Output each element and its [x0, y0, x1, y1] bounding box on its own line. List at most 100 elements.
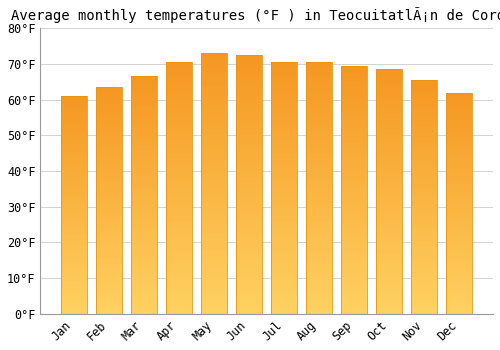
Bar [166, 128, 192, 130]
Bar [446, 247, 472, 250]
Bar [341, 120, 367, 123]
Bar [271, 140, 297, 143]
Bar [166, 62, 192, 65]
Bar [166, 95, 192, 97]
Bar [166, 193, 192, 196]
Bar [271, 251, 297, 253]
Bar [236, 161, 262, 164]
Bar [411, 150, 438, 153]
Bar [166, 138, 192, 140]
Bar [131, 214, 157, 217]
Bar [341, 177, 367, 180]
Bar [236, 172, 262, 174]
Bar [166, 155, 192, 158]
Bar [271, 294, 297, 296]
Bar [236, 102, 262, 104]
Bar [341, 242, 367, 244]
Bar [166, 82, 192, 85]
Bar [271, 291, 297, 294]
Bar [446, 210, 472, 212]
Bar [341, 279, 367, 282]
Bar [236, 58, 262, 60]
Bar [306, 276, 332, 279]
Bar [236, 301, 262, 303]
Bar [446, 254, 472, 256]
Bar [271, 95, 297, 97]
Bar [96, 103, 122, 105]
Bar [306, 233, 332, 236]
Bar [411, 256, 438, 258]
Bar [61, 103, 87, 105]
Bar [96, 232, 122, 234]
Bar [236, 236, 262, 239]
Bar [61, 209, 87, 211]
Bar [201, 155, 228, 158]
Bar [201, 108, 228, 111]
Bar [201, 220, 228, 223]
Bar [271, 92, 297, 95]
Bar [446, 296, 472, 299]
Bar [166, 259, 192, 261]
Bar [271, 135, 297, 138]
Bar [306, 301, 332, 304]
Bar [271, 246, 297, 248]
Bar [236, 84, 262, 86]
Bar [166, 266, 192, 268]
Bar [236, 179, 262, 182]
Bar [131, 266, 157, 269]
Bar [411, 284, 438, 286]
Bar [96, 87, 122, 314]
Bar [61, 163, 87, 166]
Bar [166, 246, 192, 248]
Bar [166, 145, 192, 148]
Bar [61, 222, 87, 225]
Bar [306, 160, 332, 163]
Bar [236, 125, 262, 127]
Bar [61, 203, 87, 205]
Bar [96, 87, 122, 89]
Bar [201, 121, 228, 124]
Bar [376, 189, 402, 191]
Bar [131, 202, 157, 205]
Bar [376, 96, 402, 99]
Bar [61, 251, 87, 253]
Bar [201, 90, 228, 92]
Bar [376, 267, 402, 270]
Bar [376, 101, 402, 104]
Bar [376, 211, 402, 213]
Bar [131, 293, 157, 295]
Bar [376, 228, 402, 231]
Bar [411, 288, 438, 290]
Bar [166, 125, 192, 128]
Bar [236, 262, 262, 265]
Bar [341, 68, 367, 71]
Bar [376, 277, 402, 280]
Bar [376, 307, 402, 309]
Bar [166, 186, 192, 188]
Bar [131, 226, 157, 229]
Bar [131, 181, 157, 183]
Bar [411, 178, 438, 181]
Bar [306, 188, 332, 190]
Bar [166, 70, 192, 72]
Bar [201, 82, 228, 84]
Bar [306, 77, 332, 80]
Bar [236, 270, 262, 272]
Bar [306, 122, 332, 125]
Bar [271, 130, 297, 133]
Bar [131, 145, 157, 148]
Bar [446, 110, 472, 112]
Bar [376, 158, 402, 160]
Bar [411, 110, 438, 113]
Bar [411, 307, 438, 309]
Bar [306, 286, 332, 289]
Bar [166, 107, 192, 110]
Bar [446, 230, 472, 232]
Bar [96, 144, 122, 146]
Bar [446, 294, 472, 296]
Bar [166, 299, 192, 301]
Bar [376, 167, 402, 170]
Bar [61, 105, 87, 107]
Bar [131, 264, 157, 266]
Bar [376, 199, 402, 201]
